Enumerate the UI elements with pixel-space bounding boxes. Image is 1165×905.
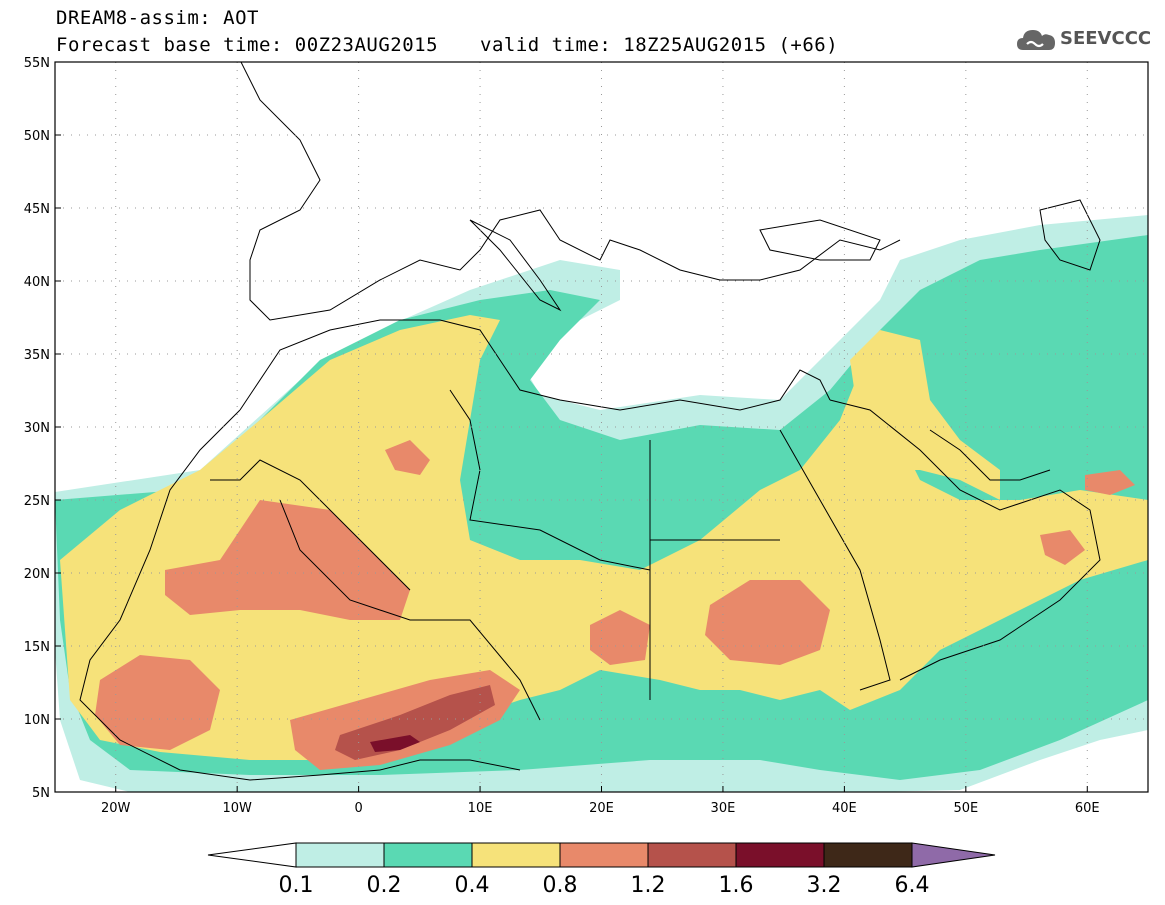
colorbar-bin-3.2-6.4	[823, 842, 913, 868]
colorbar: 0.1 0.2 0.4 0.8 1.2 1.6 3.2 6.4	[207, 842, 996, 898]
colorbar-label: 3.2	[807, 873, 842, 898]
gulf-guinea	[379, 759, 521, 771]
lon-label: 0	[354, 801, 362, 816]
gulf-coast	[929, 429, 1051, 481]
lon-label: 20W	[101, 801, 131, 816]
black-sea	[759, 219, 881, 261]
sea-italy	[469, 219, 562, 312]
aot-band-0.4-arabia	[850, 330, 1000, 500]
colorbar-bin-1.6-3.2	[735, 842, 825, 868]
aot-band-0.8-gulf	[1085, 470, 1135, 495]
grid	[55, 62, 1148, 792]
colorbar-bin-0.2-0.4	[383, 842, 473, 868]
lon-label: 10E	[468, 801, 493, 816]
lat-label: 10N	[24, 713, 50, 728]
aot-field	[55, 215, 1148, 792]
lat-label: 35N	[24, 348, 50, 363]
africa-coast	[239, 319, 831, 411]
mali-border	[210, 459, 411, 591]
caspian	[1039, 199, 1101, 271]
cloud-icon	[1017, 30, 1055, 50]
coastlines	[79, 62, 1101, 781]
axis-labels: 55N 50N 45N 40N 35N 30N 25N 20N 15N 10N 5N 20W 10W 0 1…	[24, 56, 1100, 816]
colorbar-label: 0.2	[367, 873, 402, 898]
lat-label: 55N	[24, 56, 50, 71]
lat-label: 15N	[24, 640, 50, 655]
lat-label: 30N	[24, 421, 50, 436]
west-africa-coast	[79, 409, 381, 781]
lon-label: 10W	[222, 801, 252, 816]
lon-label: 30E	[711, 801, 736, 816]
colorbar-low-arrow	[207, 842, 297, 868]
lat-label: 40N	[24, 275, 50, 290]
aot-band-0.8-sahel	[165, 500, 410, 620]
logo-text: SEEVCCC	[1060, 28, 1152, 49]
lat-label: 45N	[24, 202, 50, 217]
aot-band-1.6	[370, 735, 420, 752]
lon-label: 20E	[589, 801, 614, 816]
map-title: DREAM8-assim: AOT	[56, 7, 259, 29]
colorbar-label: 0.8	[543, 873, 578, 898]
europe-coast	[240, 62, 901, 321]
lon-label: 50E	[953, 801, 978, 816]
lat-label: 50N	[24, 129, 50, 144]
lat-label: 25N	[24, 494, 50, 509]
sahara-border-1	[449, 389, 651, 571]
colorbar-bin-0.4-0.8	[471, 842, 561, 868]
colorbar-label: 1.2	[631, 873, 666, 898]
lat-label: 20N	[24, 567, 50, 582]
arabia-coast	[829, 399, 1101, 681]
colorbar-bin-1.2-1.6	[647, 842, 737, 868]
aot-band-0.8-west	[95, 655, 220, 750]
sahel-border	[279, 499, 541, 721]
valid-time: valid time: 18Z25AUG2015 (+66)	[480, 34, 839, 56]
aot-band-0.8-chad	[590, 610, 650, 665]
lon-label: 40E	[832, 801, 857, 816]
forecast-base-time: Forecast base time: 00Z23AUG2015	[56, 34, 439, 56]
aot-band-0.8-oman	[1040, 530, 1085, 565]
lon-label: 60E	[1075, 801, 1100, 816]
colorbar-label: 6.4	[895, 873, 930, 898]
aot-band-0.8-algeria	[385, 440, 430, 475]
colorbar-label: 1.6	[719, 873, 754, 898]
colorbar-high-arrow	[911, 842, 996, 868]
seevccc-logo: SEEVCCC	[1015, 22, 1151, 56]
aot-band-0.8-sudan	[705, 580, 830, 665]
colorbar-label: 0.1	[279, 873, 314, 898]
colorbar-label: 0.4	[455, 873, 490, 898]
red-sea	[779, 429, 891, 691]
colorbar-bin-0.1-0.2	[295, 842, 385, 868]
colorbar-bin-0.8-1.2	[559, 842, 649, 868]
lat-label: 5N	[32, 786, 50, 801]
